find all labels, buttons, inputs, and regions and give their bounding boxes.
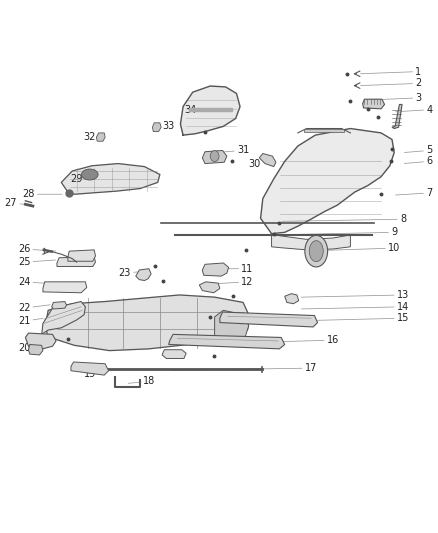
Text: 13: 13 [301,290,409,300]
Text: 12: 12 [212,277,254,287]
Text: 1: 1 [360,67,421,77]
Polygon shape [46,295,250,351]
Text: 15: 15 [317,313,409,323]
Polygon shape [220,312,318,327]
Text: 11: 11 [216,264,254,273]
Text: 9: 9 [290,228,397,237]
Polygon shape [259,154,276,167]
Polygon shape [202,263,229,276]
Ellipse shape [309,241,323,262]
Ellipse shape [81,169,98,180]
Polygon shape [199,282,220,293]
Text: 21: 21 [18,316,42,326]
Polygon shape [25,333,56,350]
Polygon shape [57,257,95,266]
Text: 8: 8 [282,214,406,224]
Polygon shape [202,150,227,164]
Polygon shape [392,104,402,128]
Text: 26: 26 [18,244,56,254]
Polygon shape [169,334,285,349]
Polygon shape [304,129,344,132]
Polygon shape [43,282,87,293]
Text: 29: 29 [71,174,97,184]
Text: 5: 5 [404,146,432,156]
Polygon shape [189,108,232,111]
Text: 20: 20 [18,342,34,352]
Text: 33: 33 [159,122,175,131]
Polygon shape [180,86,240,135]
Polygon shape [363,99,385,109]
Polygon shape [215,310,249,343]
Polygon shape [136,269,151,280]
Polygon shape [52,302,67,309]
Polygon shape [71,362,109,375]
Text: 19: 19 [82,368,96,379]
Text: 28: 28 [22,189,62,199]
Text: 16: 16 [262,335,339,345]
Polygon shape [285,294,299,304]
Ellipse shape [210,151,219,161]
Text: 22: 22 [18,303,50,313]
Polygon shape [28,344,43,355]
Polygon shape [61,164,160,194]
Text: 27: 27 [5,198,32,208]
Polygon shape [152,123,161,132]
Text: 34: 34 [184,104,198,115]
Ellipse shape [305,236,328,267]
Text: 2: 2 [360,78,421,88]
Polygon shape [68,250,95,261]
Polygon shape [162,350,186,359]
Text: 30: 30 [248,159,268,168]
Text: 18: 18 [128,376,155,386]
Text: 17: 17 [172,363,317,373]
Text: 4: 4 [396,104,432,115]
Polygon shape [272,233,350,250]
Polygon shape [261,128,394,233]
Text: 31: 31 [216,146,249,156]
Polygon shape [42,302,85,336]
Polygon shape [96,133,105,141]
Text: 25: 25 [18,257,56,267]
Text: 32: 32 [84,132,100,142]
Text: 14: 14 [301,302,409,312]
Text: 24: 24 [18,277,56,287]
Text: 10: 10 [328,243,400,253]
Text: 23: 23 [119,268,139,278]
Text: 3: 3 [369,93,421,103]
Text: 7: 7 [396,188,432,198]
Text: 6: 6 [404,156,432,166]
